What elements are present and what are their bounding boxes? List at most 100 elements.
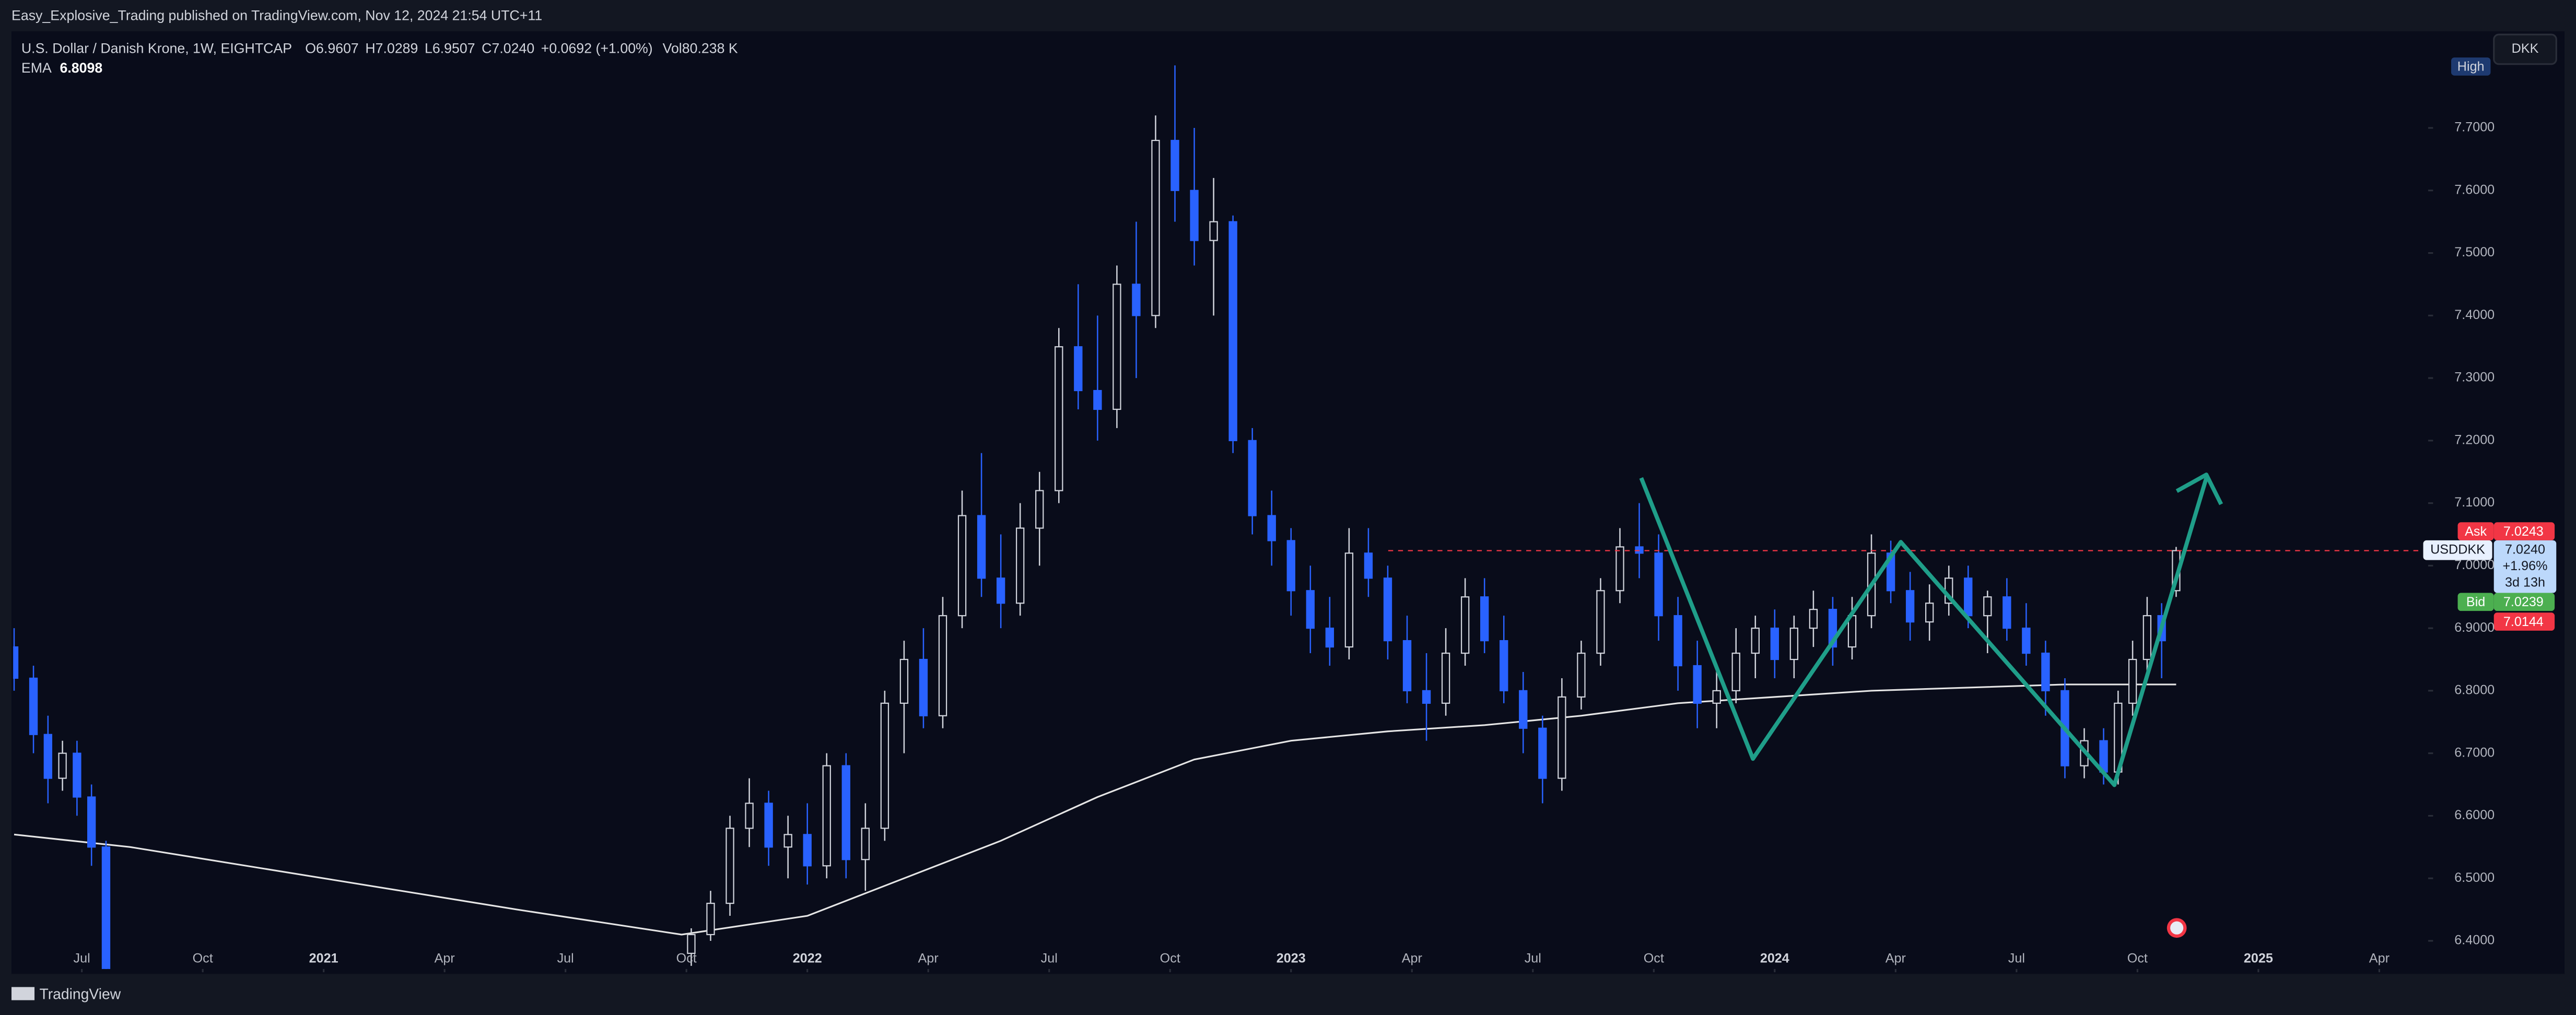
candle-body: [1693, 665, 1702, 704]
value: 6.9507: [432, 40, 475, 56]
last-price: 7.0240: [2505, 542, 2545, 557]
value: +0.0692 (+1.00%): [541, 40, 653, 56]
candle-body: [1055, 346, 1063, 491]
low-mark-tag: [2493, 612, 2555, 631]
candle-body: [1248, 440, 1257, 516]
ema-legend: EMA 6.8098: [21, 60, 102, 76]
candle-body: [1074, 346, 1083, 392]
x-tick-label: 2025: [2244, 951, 2273, 966]
y-tick-label: 6.4000: [2454, 933, 2495, 948]
ask-label: Ask: [2465, 524, 2487, 539]
key: C: [482, 40, 491, 56]
candle-body: [1228, 221, 1237, 441]
candle-body: [1500, 640, 1508, 692]
candle-body: [101, 846, 111, 969]
symbol: U.S. Dollar / Danish Krone, 1W, EIGHTCAP: [21, 40, 292, 56]
x-tick-label: Apr: [2369, 951, 2390, 966]
candle-body: [2022, 628, 2031, 654]
bid-value: 7.0239: [2503, 595, 2544, 609]
y-tick-label: 6.5000: [2454, 870, 2495, 885]
candle-body: [87, 796, 96, 848]
symbol-tag: [2423, 540, 2492, 560]
ask-value: 7.0243: [2503, 524, 2544, 539]
candle-body: [58, 752, 67, 779]
candle-body: [725, 828, 734, 904]
candle-body: [1441, 652, 1450, 704]
candle-body: [1151, 139, 1160, 316]
x-tick-label: Oct: [676, 951, 697, 966]
x-tick-label: 2023: [1277, 951, 1306, 966]
candle-body: [1190, 190, 1199, 241]
plot: [13, 65, 2428, 969]
candle-body: [1615, 546, 1624, 592]
candle-body: [2128, 658, 2137, 704]
candle-body: [1519, 690, 1528, 729]
candle-body: [1789, 628, 1799, 660]
value: 7.0289: [376, 40, 418, 56]
bid-value-tag: [2493, 593, 2555, 611]
candle-body: [783, 834, 792, 848]
candle-body: [2003, 596, 2011, 629]
y-tick-label: 6.8000: [2454, 683, 2495, 698]
candle-body: [706, 903, 715, 936]
candle-body: [1460, 596, 1470, 654]
event-marker-inner[interactable]: [2170, 921, 2184, 935]
x-tick-label: Jul: [2008, 951, 2025, 966]
ask-tag: [2457, 522, 2494, 540]
candle-body: [1751, 628, 1760, 654]
candle-body: [861, 828, 870, 860]
y-tick-label: 7.4000: [2454, 308, 2495, 322]
y-tick-label: 7.1000: [2454, 495, 2495, 510]
ema-line: [14, 683, 2176, 936]
candle-body: [1558, 696, 1566, 779]
candle-body: [1132, 284, 1141, 316]
candle-body: [1905, 590, 1915, 623]
x-tick-label: Jul: [557, 951, 574, 966]
y-tick-label: 7.5000: [2454, 245, 2495, 259]
candle-body: [1731, 652, 1740, 692]
zigzag-pattern: [1639, 477, 2209, 787]
candle-body: [1925, 603, 1934, 623]
candle-body: [1422, 690, 1431, 704]
currency-button-label[interactable]: DKK: [2512, 41, 2539, 56]
candle-body: [803, 834, 812, 867]
ask-value-tag: [2493, 522, 2555, 540]
candle-body: [1770, 628, 1779, 660]
candle-body: [2142, 615, 2152, 660]
candle-body: [1325, 628, 1334, 648]
high-tag: [2451, 57, 2491, 76]
candle-body: [1983, 596, 1992, 617]
x-tick-label: Oct: [193, 951, 213, 966]
symbol-label: USDDKK: [2430, 542, 2485, 557]
footer: TradingView: [11, 986, 121, 1002]
y-tick-label: 7.2000: [2454, 432, 2495, 447]
candle-body: [1809, 609, 1818, 629]
candle-body: [899, 658, 909, 704]
key: Vol: [663, 40, 682, 56]
candle-body: [1344, 552, 1354, 648]
candle-body: [1383, 577, 1392, 642]
key: EMA: [21, 60, 52, 76]
candle-body: [1035, 490, 1044, 529]
x-tick-label: Jul: [74, 951, 90, 966]
key: L: [425, 40, 432, 56]
x-tick-label: 2021: [309, 951, 338, 966]
candle-body: [1402, 640, 1412, 692]
candle-body: [43, 734, 53, 779]
candle-body: [745, 802, 754, 829]
candle-body: [29, 677, 38, 735]
currency-button[interactable]: [2493, 33, 2557, 65]
low-mark: 7.0144: [2503, 615, 2544, 629]
candle-body: [880, 702, 889, 829]
candle-body: [1209, 221, 1218, 241]
candle-body: [1306, 590, 1315, 629]
y-tick-label: 6.6000: [2454, 808, 2495, 822]
candle-body: [1635, 546, 1644, 554]
candle-body: [1673, 615, 1682, 667]
countdown: 3d 13h: [2505, 575, 2545, 589]
candle-body: [1538, 727, 1547, 779]
candle-body: [977, 515, 986, 579]
legend-line: U.S. Dollar / Danish Krone, 1W, EIGHTCAP…: [21, 40, 738, 56]
y-tick-label: 7.3000: [2454, 370, 2495, 385]
candle-body: [938, 615, 947, 716]
